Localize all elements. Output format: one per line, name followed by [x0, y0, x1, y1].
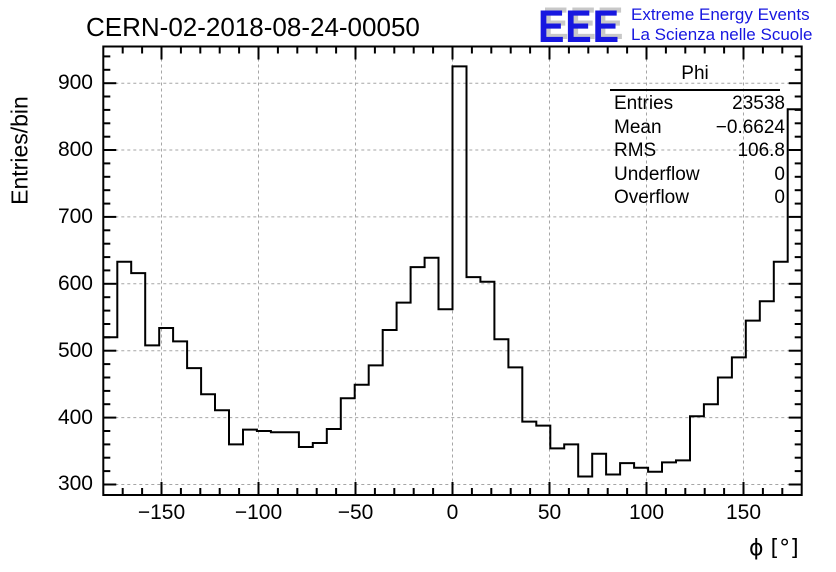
stats-label: Entries [614, 93, 674, 114]
page-title: CERN-02-2018-08-24-00050 [86, 12, 420, 42]
y-tick-label: 800 [57, 138, 93, 162]
y-tick-label: 700 [57, 204, 93, 228]
stats-label: Overflow [614, 187, 689, 208]
stats-value: −0.6624 [715, 116, 785, 138]
y-tick-label: 400 [57, 405, 93, 429]
stats-title: Phi [681, 63, 709, 84]
x-tick-label: 0 [446, 501, 459, 524]
stats-row-mean: Mean −0.6624 [602, 116, 788, 140]
eee-logo-line1: Extreme Energy Events [631, 5, 810, 24]
y-tick-label: 500 [57, 338, 93, 362]
y-axis-title: Entries/bin [6, 96, 33, 205]
eee-logo: EEE [538, 1, 620, 52]
stats-rows: Entries 23538 Mean −0.6624 RMS 106.8 Und… [602, 92, 788, 210]
stats-row-entries: Entries 23538 [602, 92, 788, 116]
y-tick-label: 600 [57, 271, 93, 295]
stats-row-underflow: Underflow 0 [602, 163, 788, 187]
stats-value: 0 [774, 187, 785, 208]
eee-logo-line2: La Scienza nelle Scuole [631, 25, 813, 44]
stats-row-overflow: Overflow 0 [602, 186, 788, 210]
x-tick-label: −100 [234, 501, 283, 524]
stats-label: Mean [614, 116, 662, 138]
stats-value: 0 [774, 163, 785, 185]
stats-label: RMS [614, 140, 657, 161]
y-tick-label: 300 [57, 472, 93, 496]
x-tick-label: −150 [137, 501, 186, 524]
plot-frame [102, 45, 803, 496]
stats-row-rms: RMS 106.8 [602, 139, 788, 163]
x-tick-label: 100 [628, 501, 665, 524]
x-tick-label: 150 [725, 501, 762, 524]
x-tick-label: −50 [337, 501, 374, 524]
stats-value: 106.8 [737, 140, 785, 161]
stats-label: Underflow [614, 163, 700, 185]
x-tick-label: 50 [537, 501, 562, 524]
stats-title-underline [610, 89, 780, 91]
stats-value: 23538 [732, 93, 785, 114]
x-axis-title: ϕ [°] [749, 536, 799, 561]
histogram-line [103, 65, 802, 478]
stats-box: Phi Entries 23538 Mean −0.6624 RMS 106.8… [602, 62, 788, 210]
y-tick-label: 900 [57, 71, 93, 95]
